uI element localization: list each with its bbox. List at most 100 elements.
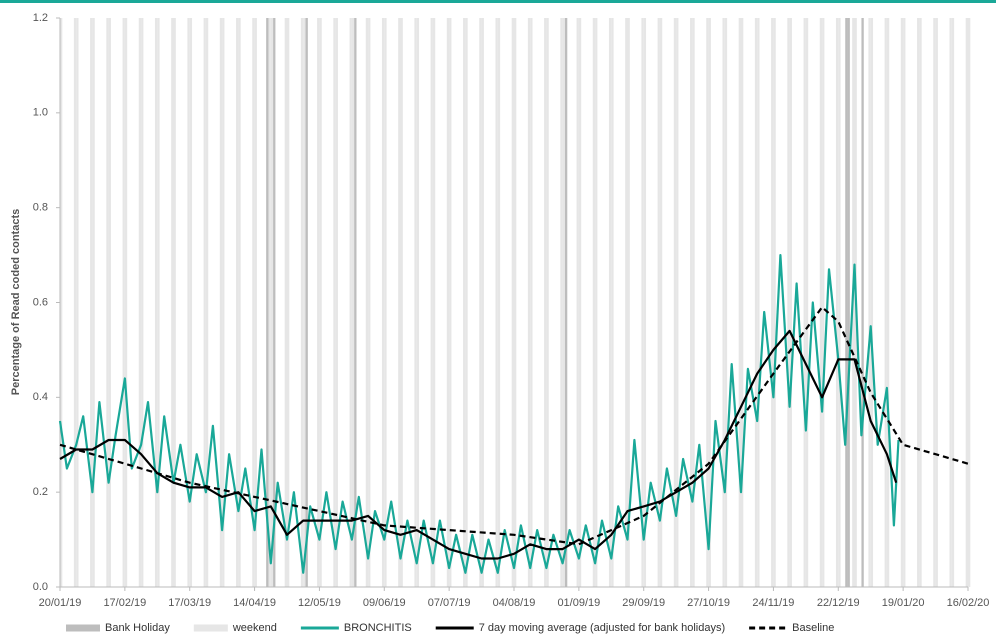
weekend-band (870, 18, 874, 587)
weekend-band (236, 18, 239, 587)
weekend-band (90, 18, 93, 587)
weekend-band (657, 18, 660, 587)
weekend-band (724, 18, 728, 587)
bank-holiday-band (845, 18, 848, 587)
x-tick-label: 20/01/19 (39, 597, 82, 609)
weekend-band (562, 18, 565, 587)
weekend-band (189, 18, 193, 587)
x-tick-label: 17/02/19 (103, 597, 146, 609)
weekend-band (722, 18, 725, 587)
y-tick-label: 0.8 (33, 202, 48, 214)
weekend-band (124, 18, 128, 587)
weekend-band (835, 18, 839, 587)
weekend-band (511, 18, 514, 587)
weekend-band (268, 18, 271, 587)
weekend-band (270, 18, 274, 587)
legend-label: 7 day moving average (adjusted for bank … (479, 622, 725, 634)
legend-label: Baseline (792, 622, 834, 634)
weekend-band (187, 18, 190, 587)
weekend-band (608, 18, 612, 587)
bank-holiday-band (564, 18, 568, 587)
x-tick-label: 17/03/19 (168, 597, 211, 609)
weekend-band (544, 18, 547, 587)
legend-label: BRONCHITIS (344, 622, 412, 634)
weekend-band (414, 18, 417, 587)
weekend-band (838, 18, 841, 587)
weekend-band (900, 18, 904, 587)
weekend-band (335, 18, 338, 587)
weekend-band (578, 18, 582, 587)
weekend-band (868, 18, 871, 587)
x-tick-label: 22/12/19 (817, 597, 860, 609)
y-tick-label: 0.4 (33, 391, 48, 403)
weekend-band (659, 18, 663, 587)
weekend-band (497, 18, 501, 587)
weekend-band (108, 18, 111, 587)
weekend-band (303, 18, 306, 587)
weekend-band (319, 18, 322, 587)
weekend-band (951, 18, 955, 587)
bank-holiday-band (354, 18, 357, 587)
x-tick-label: 01/09/19 (557, 597, 600, 609)
weekend-band (757, 18, 760, 587)
weekend-band (284, 18, 287, 587)
bank-holiday-band (273, 18, 276, 587)
weekend-band (917, 18, 920, 587)
weekend-band (641, 18, 644, 587)
weekend-band (819, 18, 823, 587)
weekend-band (886, 18, 890, 587)
y-tick-label: 1.2 (33, 12, 48, 24)
weekend-band (530, 18, 533, 587)
weekend-band (706, 18, 709, 587)
bank-holiday-band (305, 18, 308, 587)
x-tick-label: 04/08/19 (493, 597, 536, 609)
weekend-band (222, 18, 225, 587)
y-tick-label: 1.0 (33, 107, 48, 119)
weekend-band (949, 18, 952, 587)
y-tick-label: 0.6 (33, 296, 48, 308)
weekend-band (219, 18, 223, 587)
weekend-band (430, 18, 433, 587)
weekend-band (690, 18, 693, 587)
y-tick-label: 0.0 (33, 581, 48, 593)
weekend-band (381, 18, 385, 587)
x-tick-label: 29/09/19 (622, 597, 665, 609)
weekend-band (76, 18, 79, 587)
weekend-band (884, 18, 887, 587)
weekend-band (789, 18, 792, 587)
weekend-band (965, 18, 968, 587)
weekend-band (368, 18, 371, 587)
weekend-band (173, 18, 176, 587)
weekend-band (154, 18, 158, 587)
weekend-band (625, 18, 628, 587)
weekend-band (384, 18, 387, 587)
weekend-band (576, 18, 579, 587)
series-line (59, 329, 898, 560)
weekend-band (673, 18, 677, 587)
weekend-band (738, 18, 741, 587)
series-line (59, 306, 969, 546)
weekend-band (527, 18, 531, 587)
weekend-band (365, 18, 369, 587)
weekend-band (157, 18, 160, 587)
weekend-band (287, 18, 290, 587)
weekend-band (611, 18, 614, 587)
weekend-band (595, 18, 598, 587)
x-tick-label: 07/07/19 (428, 597, 471, 609)
legend-label: Bank Holiday (105, 622, 170, 634)
weekend-band (933, 18, 936, 587)
weekend-band (627, 18, 630, 587)
weekend-band (546, 18, 549, 587)
y-axis-title: Percentage of Read coded contacts (10, 209, 22, 395)
weekend-band (592, 18, 596, 587)
weekend-band (822, 18, 825, 587)
weekend-band (465, 18, 468, 587)
weekend-band (171, 18, 174, 587)
weekend-band (919, 18, 922, 587)
weekend-band (141, 18, 144, 587)
weekend-band (203, 18, 206, 587)
weekend-band (138, 18, 142, 587)
series-line (58, 254, 900, 574)
weekend-band (741, 18, 744, 587)
